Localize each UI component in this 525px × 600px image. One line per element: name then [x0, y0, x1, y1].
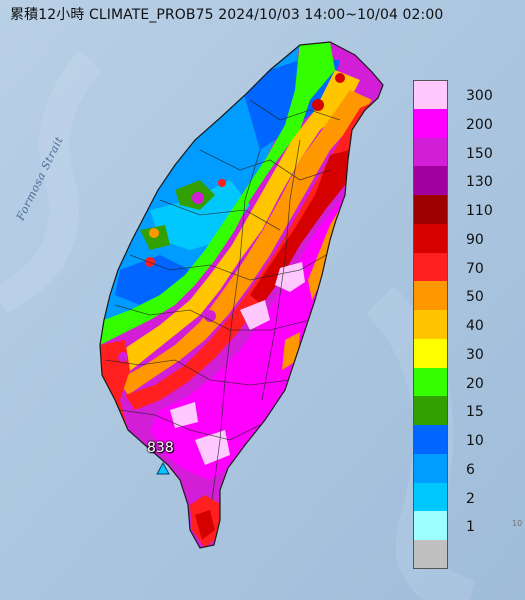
legend-swatch [413, 511, 448, 541]
legend-swatch [413, 453, 448, 484]
legend-swatch [413, 223, 448, 254]
legend-label: 200 [466, 116, 493, 133]
legend-label: 50 [466, 289, 484, 306]
legend-label: 10 [466, 433, 484, 450]
legend-swatch [413, 252, 448, 282]
legend-swatch [413, 367, 448, 397]
legend-swatch [413, 425, 448, 455]
boundary-lines [104, 99, 341, 501]
legend-swatch [413, 338, 448, 369]
legend-label: 110 [466, 203, 493, 220]
legend-swatch [413, 482, 448, 512]
legend-swatch [413, 108, 448, 138]
legend-label: 40 [466, 318, 484, 335]
legend-swatch [413, 310, 448, 340]
legend-label: 20 [466, 375, 484, 392]
max-station-marker[interactable] [156, 461, 170, 475]
legend-label: 300 [466, 88, 493, 104]
legend-label: 70 [466, 260, 484, 277]
corner-text: 10 [512, 519, 523, 528]
legend-label: 30 [466, 346, 484, 363]
legend-swatch [413, 540, 448, 570]
legend-label: 90 [466, 231, 484, 248]
legend-swatch [413, 80, 448, 110]
legend-label: 15 [466, 404, 484, 421]
legend-swatch [413, 396, 448, 426]
legend-swatch [413, 281, 448, 311]
legend-label: 150 [466, 145, 493, 162]
legend-label: 6 [466, 461, 475, 478]
island-outline [99, 41, 384, 549]
page-title: 累積12小時 CLIMATE_PROB75 2024/10/03 14:00~1… [10, 7, 444, 23]
legend-label: 1 [466, 519, 475, 536]
legend-swatch [413, 137, 448, 167]
legend-label: 2 [466, 490, 475, 507]
legend-swatch [413, 195, 448, 225]
legend-label: 130 [466, 174, 493, 191]
legend-swatch [413, 166, 448, 196]
station-value-label: 838 [147, 440, 174, 456]
